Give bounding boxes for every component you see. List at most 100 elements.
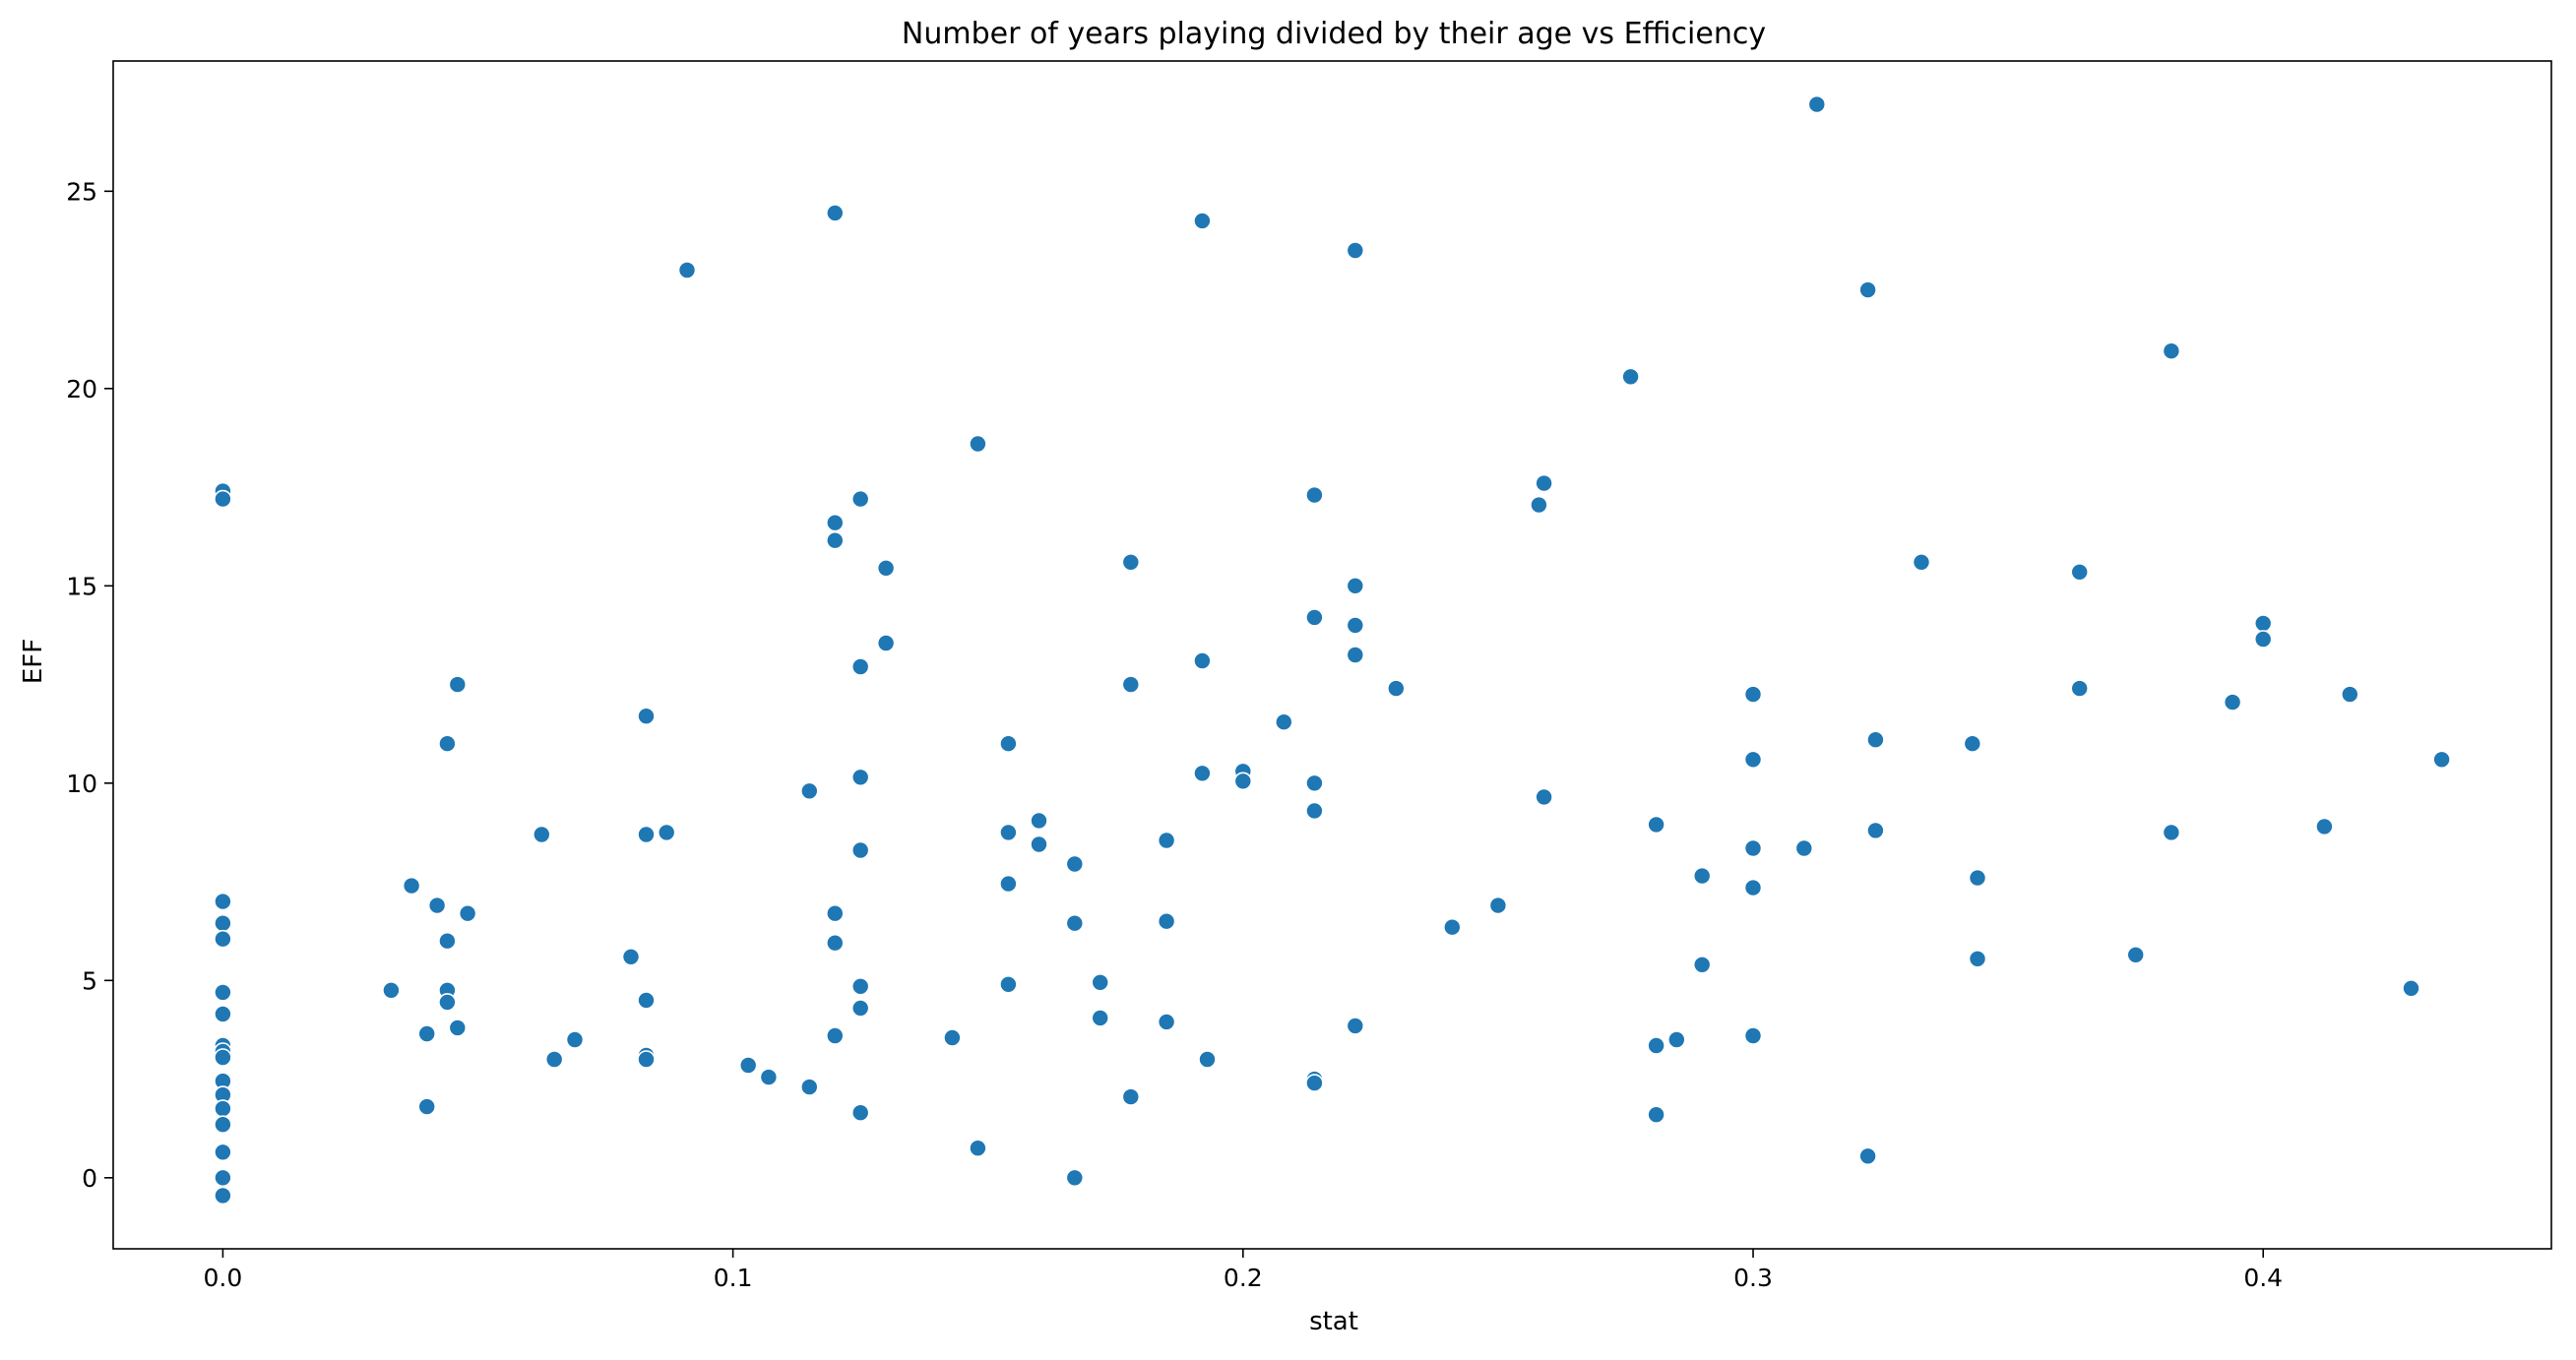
data-point (438, 931, 457, 951)
data-point (1275, 712, 1293, 732)
data-point (850, 657, 870, 676)
data-point (759, 1068, 779, 1086)
data-point (1743, 685, 1763, 704)
data-point (214, 1048, 232, 1067)
data-point (2402, 978, 2420, 998)
data-point (2315, 817, 2334, 836)
x-tick-label: 0.3 (1733, 1264, 1773, 1292)
data-point (438, 734, 457, 754)
data-point (1091, 1009, 1109, 1027)
data-point (214, 913, 232, 933)
data-point (876, 634, 896, 652)
data-point (637, 991, 656, 1010)
data-point (1065, 913, 1085, 933)
data-point (458, 903, 477, 923)
data-point (637, 825, 656, 844)
data-point (1647, 1105, 1665, 1124)
data-point (1121, 1087, 1141, 1106)
y-tick-label: 5 (82, 966, 97, 995)
data-point (2223, 693, 2242, 711)
data-point (438, 993, 457, 1012)
data-point (1305, 801, 1324, 821)
data-point (1530, 495, 1548, 515)
data-point (1193, 651, 1212, 670)
data-point (1743, 1026, 1763, 1045)
data-point (825, 530, 845, 550)
data-point (417, 1097, 437, 1116)
data-point (1535, 787, 1553, 807)
data-point (825, 513, 845, 532)
data-point (427, 896, 447, 915)
data-point (850, 999, 870, 1018)
data-point (1346, 241, 1365, 260)
data-point (1157, 1013, 1176, 1031)
data-point (1743, 750, 1763, 770)
x-tick-label: 0.2 (1224, 1264, 1263, 1292)
y-axis-label: EFF (19, 639, 48, 684)
data-point (214, 1005, 232, 1023)
axes-frame (112, 60, 2552, 1250)
data-point (1535, 473, 1553, 493)
data-point (969, 434, 987, 454)
data-point (1030, 811, 1048, 831)
data-point (637, 1050, 656, 1069)
data-point (1692, 866, 1712, 886)
data-point (2341, 685, 2359, 704)
data-point (1065, 854, 1085, 874)
data-point (850, 489, 870, 509)
data-point (999, 734, 1018, 754)
data-point (448, 675, 468, 694)
data-point (2162, 341, 2181, 361)
data-point (1743, 878, 1763, 897)
data-point (1346, 576, 1365, 595)
data-point (1305, 1074, 1324, 1092)
data-point (1692, 955, 1712, 974)
data-point (677, 261, 697, 279)
data-point (1807, 94, 1827, 114)
data-point (1346, 616, 1365, 635)
data-point (1346, 646, 1365, 664)
data-point (448, 1019, 468, 1037)
x-tick-label: 0.0 (204, 1264, 243, 1292)
data-point (2432, 750, 2451, 770)
data-point (1621, 367, 1640, 387)
data-point (1858, 1146, 1877, 1166)
x-tick-label: 0.4 (2243, 1264, 2283, 1292)
data-point (1866, 821, 1885, 840)
data-point (532, 825, 551, 844)
data-point (2253, 630, 2273, 649)
data-point (738, 1056, 758, 1075)
data-point (417, 1024, 437, 1043)
data-point (969, 1139, 987, 1157)
chart-title: Number of years playing divided by their… (902, 17, 1766, 51)
data-point (850, 976, 870, 996)
data-point (2162, 823, 2181, 842)
data-point (214, 489, 232, 509)
data-point (382, 980, 401, 1000)
data-point (1667, 1030, 1686, 1049)
data-point (1305, 773, 1324, 793)
data-point (657, 823, 676, 842)
data-point (214, 1168, 232, 1188)
data-point (565, 1030, 585, 1049)
data-point (999, 874, 1018, 894)
y-tick-label: 20 (66, 375, 97, 403)
data-point (1193, 212, 1212, 230)
data-point (1488, 896, 1508, 915)
data-point (1647, 815, 1665, 835)
data-point (1030, 835, 1048, 854)
data-point (621, 947, 641, 966)
data-point (214, 983, 232, 1002)
data-point (214, 892, 232, 911)
data-point (876, 558, 896, 578)
data-point (850, 840, 870, 860)
y-tick-label: 10 (66, 770, 97, 798)
data-point (1346, 1017, 1365, 1035)
data-point (214, 929, 232, 949)
plot-area: 0.0 0.1 0.2 0.3 0.4 0 5 10 15 20 25 (66, 60, 2552, 1292)
data-point (1198, 1050, 1217, 1069)
data-point (2126, 945, 2145, 964)
y-tick-label: 15 (66, 572, 97, 600)
